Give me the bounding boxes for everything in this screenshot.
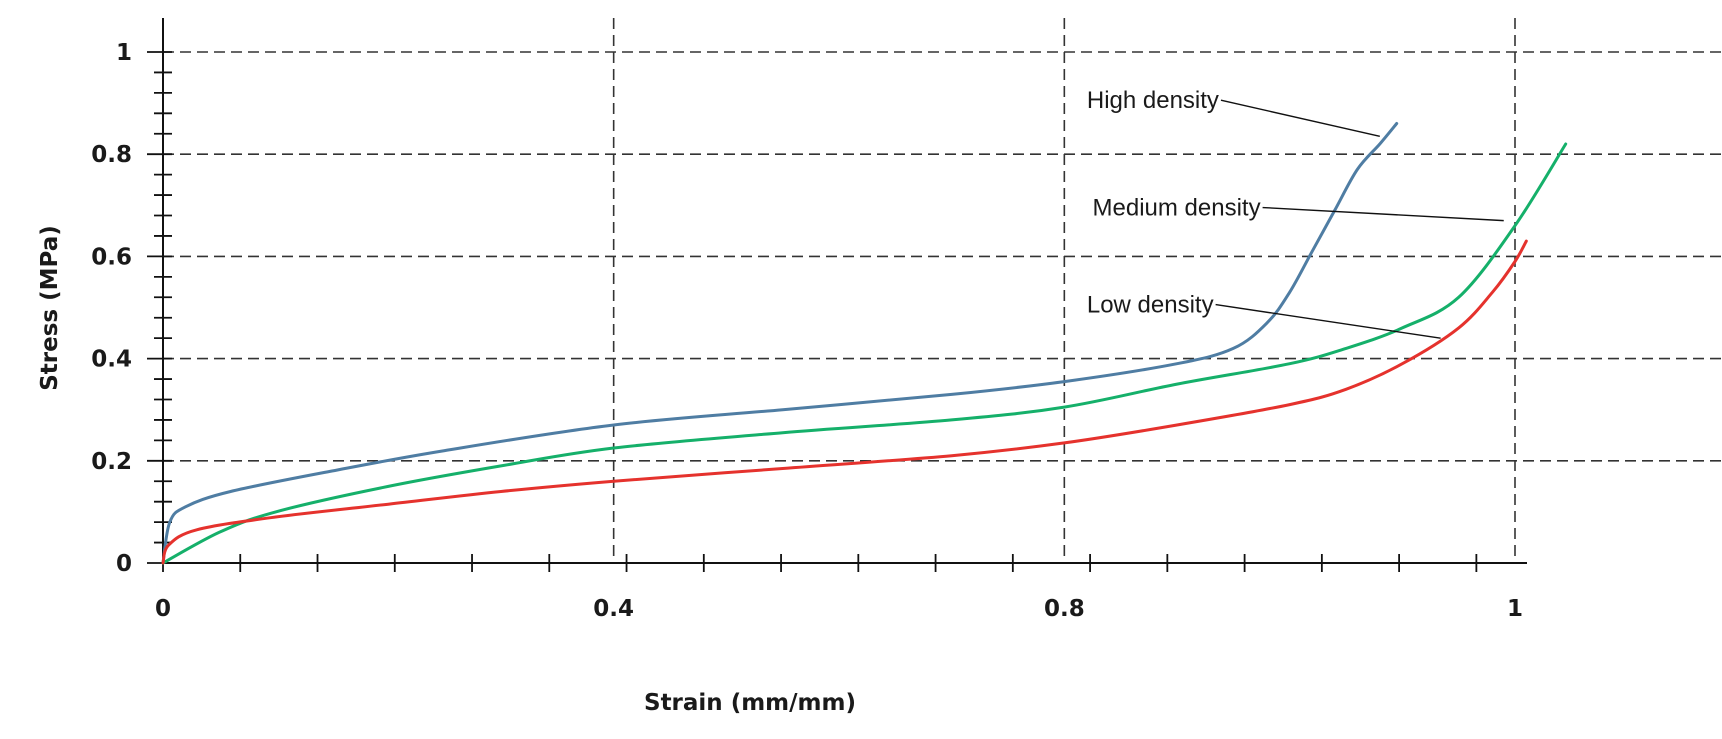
series-line-medium-density [161, 142, 1568, 565]
annotation-low-density: Low density [1087, 292, 1214, 319]
y-axis-title: Stress (MPa) [37, 225, 63, 391]
y-tick-label-4: 0.8 [91, 142, 132, 168]
annotation-layer: High density Medium density Low density [1087, 87, 1504, 339]
x-tick-label-2: 0.8 [1044, 596, 1085, 622]
y-tick-label-3: 0.6 [91, 244, 132, 270]
x-tick-label-1: 0.4 [593, 596, 634, 622]
annotation-leader-medium-density [1262, 206, 1504, 222]
y-tick-label-2: 0.4 [91, 347, 132, 373]
x-tick-label-3: 1 [1507, 596, 1523, 622]
annotation-leader-low-density [1215, 303, 1441, 339]
grid-layer [163, 18, 1722, 563]
annotation-medium-density: Medium density [1093, 195, 1261, 222]
y-tick-label-0: 0 [116, 551, 132, 577]
series-line-high-density [161, 122, 1399, 565]
series-line-low-density [161, 239, 1528, 565]
series-layer [161, 122, 1568, 565]
x-tick-label-0: 0 [155, 596, 171, 622]
annotation-high-density: High density [1087, 87, 1219, 114]
axis-layer: 0 0.2 0.4 0.6 0.8 1 0 0.4 0.8 1 [91, 18, 1527, 622]
y-tick-label-1: 0.2 [91, 449, 132, 475]
x-axis-title: Strain (mm/mm) [644, 690, 856, 716]
annotation-leader-high-density [1220, 99, 1380, 137]
y-tick-label-5: 1 [116, 40, 132, 66]
